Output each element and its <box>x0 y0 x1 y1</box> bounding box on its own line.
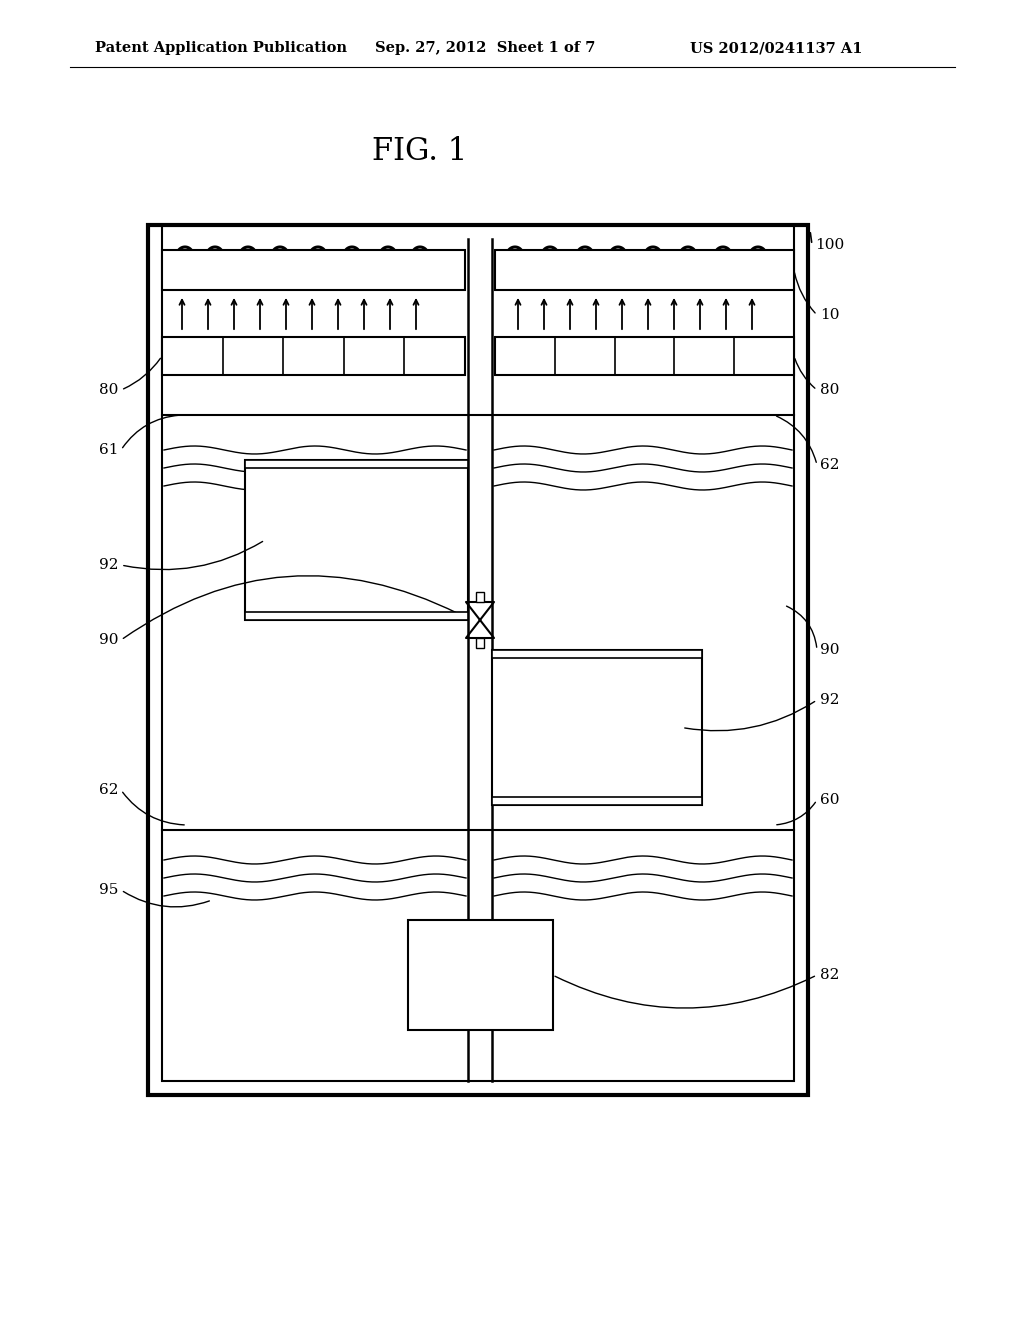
Text: 60: 60 <box>820 793 840 807</box>
Text: 80: 80 <box>820 383 840 397</box>
Bar <box>476 638 484 648</box>
Text: 90: 90 <box>820 643 840 657</box>
Text: 10: 10 <box>820 308 840 322</box>
Text: Sep. 27, 2012  Sheet 1 of 7: Sep. 27, 2012 Sheet 1 of 7 <box>375 41 595 55</box>
Text: Patent Application Publication: Patent Application Publication <box>95 41 347 55</box>
Bar <box>476 591 484 602</box>
Bar <box>245 612 468 620</box>
Bar <box>408 920 553 1030</box>
Text: 90: 90 <box>98 634 118 647</box>
Bar <box>162 249 465 290</box>
Bar <box>162 224 794 1081</box>
Text: US 2012/0241137 A1: US 2012/0241137 A1 <box>690 41 862 55</box>
Bar <box>492 797 702 805</box>
Bar <box>492 649 702 657</box>
Text: 92: 92 <box>820 693 840 708</box>
Text: 62: 62 <box>820 458 840 473</box>
Bar <box>495 337 794 375</box>
Text: 80: 80 <box>98 383 118 397</box>
Bar <box>492 649 702 805</box>
Text: 62: 62 <box>98 783 118 797</box>
Bar <box>495 249 794 290</box>
Text: 100: 100 <box>815 238 844 252</box>
Text: 92: 92 <box>98 558 118 572</box>
Text: 61: 61 <box>98 444 118 457</box>
Bar <box>148 224 808 1096</box>
Text: FIG. 1: FIG. 1 <box>373 136 468 168</box>
Text: 82: 82 <box>820 968 840 982</box>
Bar <box>162 337 465 375</box>
Text: 95: 95 <box>98 883 118 898</box>
Bar <box>245 459 468 469</box>
Bar <box>245 459 468 620</box>
